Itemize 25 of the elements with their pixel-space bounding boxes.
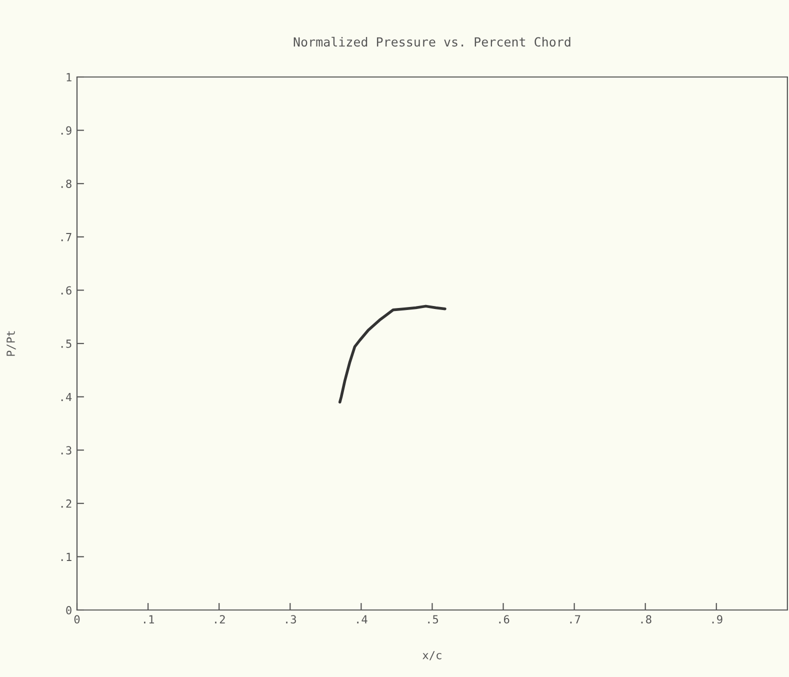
y-tick-label: 1 [66, 73, 72, 82]
y-tick-label: .4 [61, 392, 72, 402]
y-tick-label: .3 [61, 446, 72, 455]
y-tick-label: .9 [61, 126, 72, 135]
y-tick-label: .8 [61, 180, 72, 188]
y-tick-label: 0 [66, 606, 72, 614]
x-tick-label: .7 [570, 615, 580, 624]
y-tick-label: .1 [61, 552, 72, 561]
y-tick-label: .5 [61, 340, 72, 348]
x-tick-label: .3 [286, 615, 296, 624]
x-tick-label: .5 [428, 615, 438, 624]
x-axis-title: x/c [422, 651, 442, 660]
y-tick-label: .6 [61, 286, 72, 295]
x-tick-label: .8 [641, 615, 652, 624]
x-tick-label: .2 [215, 615, 225, 624]
line-series [338, 304, 446, 404]
x-tick-label: .6 [499, 615, 510, 624]
y-axis-title: P/Pt [6, 331, 16, 356]
x-tick-label: .9 [712, 615, 722, 624]
y-tick-label: .7 [61, 233, 72, 242]
y-tick-label: .2 [61, 499, 72, 508]
chart-title: Normalized Pressure vs. Percent Chord [294, 36, 570, 47]
x-tick-label: .1 [144, 615, 154, 624]
x-tick-label: 0 [74, 615, 80, 624]
x-tick-label: .4 [357, 615, 368, 624]
